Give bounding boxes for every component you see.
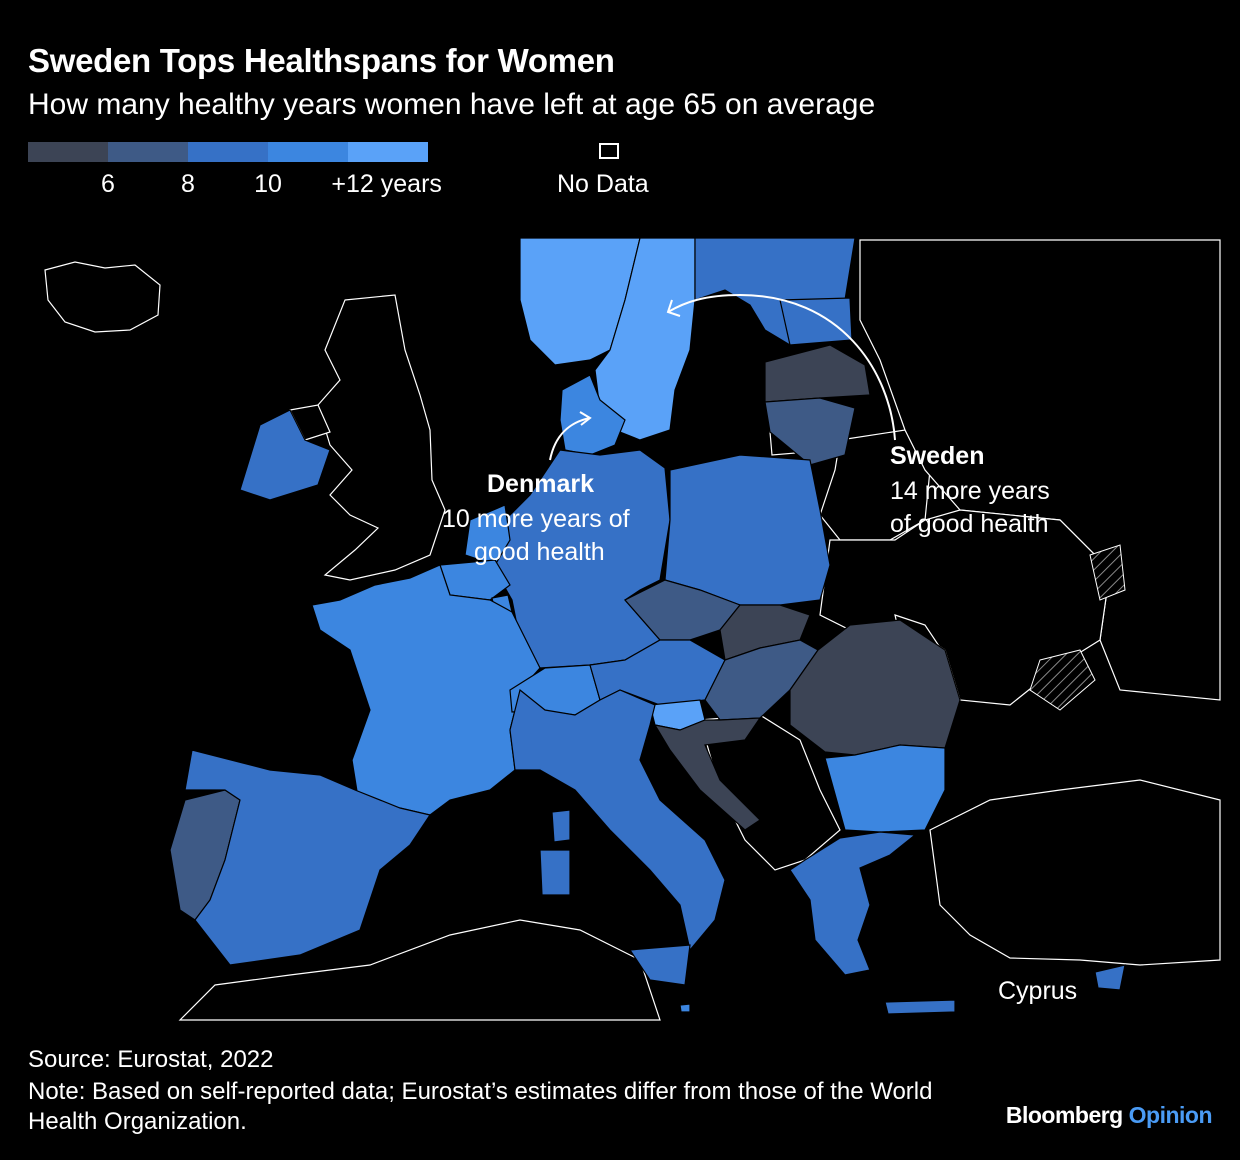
poland (664, 454, 831, 606)
legend-swatch-5 (348, 142, 428, 162)
netherlands (464, 504, 511, 566)
source-text: Source: Eurostat, 2022 (28, 1046, 274, 1073)
no-data-swatch (599, 143, 619, 159)
legend-tick-12: +12 years (331, 170, 442, 198)
denmark-arrow (549, 417, 591, 461)
no-data-countries (44, 239, 1221, 1021)
europe-map (44, 237, 1221, 1021)
north-africa (178, 919, 661, 1021)
greece (789, 831, 917, 976)
italy (509, 688, 726, 952)
legend-tick-6: 6 (101, 170, 115, 198)
brand-logo: Bloomberg Opinion (1005, 1102, 1213, 1129)
sicily (628, 944, 691, 986)
legend-swatch-3 (188, 142, 268, 162)
denmark-arrowhead (579, 411, 592, 426)
disputed-crimea (1029, 649, 1096, 711)
legend-tick-8: 8 (181, 170, 195, 198)
sweden-annotation-name: Sweden (890, 442, 985, 470)
disputed-donbas (1089, 544, 1126, 601)
no-data-label: No Data (557, 170, 649, 198)
lithuania (764, 397, 856, 466)
legend-swatch-1 (28, 142, 108, 162)
croatia (653, 717, 762, 831)
sweden-annotation-line1: 14 more years (890, 477, 1050, 505)
great-britain (317, 294, 446, 581)
crete (884, 999, 956, 1015)
spain (184, 749, 431, 966)
denmark-annotation-name: Denmark (487, 470, 594, 498)
note-text: Note: Based on self-reported data; Euros… (28, 1078, 933, 1135)
denmark-annotation-line1: 10 more years of (442, 505, 630, 533)
legend-tick-10: 10 (254, 170, 282, 198)
cyprus-label: Cyprus (998, 977, 1078, 1005)
annotation-arrows (549, 293, 896, 461)
brand-opinion: Opinion (1128, 1102, 1213, 1128)
sweden-annotation-line2: of good health (890, 510, 1049, 538)
sardinia (539, 849, 571, 896)
estonia (779, 297, 853, 346)
sweden-arrow (667, 293, 896, 441)
chart-title: Sweden Tops Healthspans for Women (28, 42, 615, 79)
denmark (559, 374, 626, 456)
legend-swatch-4 (268, 142, 348, 162)
corsica (551, 809, 571, 843)
eu-countries (169, 237, 1126, 1015)
malta (679, 1003, 691, 1013)
legend-swatch-2 (108, 142, 188, 162)
ireland (239, 409, 331, 501)
iceland (44, 261, 161, 333)
latvia (764, 344, 871, 403)
sweden-arrowhead (666, 299, 681, 317)
chart-subtitle: How many healthy years women have left a… (28, 88, 876, 121)
romania (789, 619, 961, 756)
brand-bloomberg: Bloomberg (1005, 1102, 1123, 1128)
denmark-annotation-line2: good health (474, 538, 605, 566)
bulgaria (824, 744, 946, 833)
cyprus (1094, 964, 1126, 991)
turkey (929, 779, 1221, 966)
